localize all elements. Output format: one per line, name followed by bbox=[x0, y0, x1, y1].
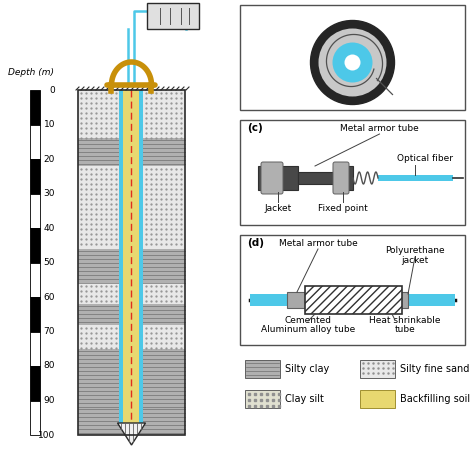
Bar bbox=[30, 297, 40, 331]
Bar bbox=[78, 166, 185, 249]
Text: Metal armor tube: Metal armor tube bbox=[279, 239, 357, 248]
Text: Cemented: Cemented bbox=[284, 316, 331, 325]
Bar bbox=[78, 90, 185, 435]
Text: 20: 20 bbox=[44, 155, 55, 164]
Bar bbox=[298, 172, 333, 184]
Bar bbox=[139, 90, 144, 423]
Text: tube: tube bbox=[395, 325, 415, 334]
Text: 0: 0 bbox=[49, 85, 55, 94]
Text: Optical fiber: Optical fiber bbox=[398, 154, 454, 163]
Text: 80: 80 bbox=[44, 362, 55, 371]
Bar bbox=[30, 125, 40, 159]
Text: Jacket: Jacket bbox=[264, 204, 292, 213]
Text: Polyurethane
jacket: Polyurethane jacket bbox=[385, 246, 445, 265]
Bar bbox=[245, 390, 280, 408]
Bar bbox=[240, 235, 465, 345]
Bar bbox=[240, 120, 465, 225]
Text: 70: 70 bbox=[44, 327, 55, 336]
Text: (d): (d) bbox=[247, 238, 264, 248]
Bar bbox=[287, 292, 307, 308]
Text: 10: 10 bbox=[44, 120, 55, 129]
Bar bbox=[124, 90, 139, 423]
Bar bbox=[360, 390, 395, 408]
Circle shape bbox=[319, 28, 386, 97]
FancyBboxPatch shape bbox=[333, 162, 349, 194]
Bar bbox=[378, 175, 453, 181]
Text: Depth (m): Depth (m) bbox=[8, 67, 54, 76]
Text: 40: 40 bbox=[44, 224, 55, 233]
Text: 60: 60 bbox=[44, 292, 55, 301]
Circle shape bbox=[332, 43, 373, 82]
Bar bbox=[78, 138, 185, 166]
Text: Metal armor tube: Metal armor tube bbox=[340, 124, 419, 133]
Bar bbox=[30, 263, 40, 297]
Text: Backfilling soil: Backfilling soil bbox=[400, 394, 470, 404]
Text: Aluminum alloy tube: Aluminum alloy tube bbox=[261, 325, 355, 334]
Bar bbox=[78, 325, 185, 349]
Bar bbox=[245, 360, 280, 378]
Text: Heat shrinkable: Heat shrinkable bbox=[369, 316, 441, 325]
FancyBboxPatch shape bbox=[261, 162, 283, 194]
Bar bbox=[250, 294, 302, 306]
Bar bbox=[30, 331, 40, 366]
Bar bbox=[30, 366, 40, 401]
Bar bbox=[30, 90, 40, 125]
Bar bbox=[258, 166, 298, 190]
Polygon shape bbox=[118, 423, 146, 445]
Bar bbox=[78, 90, 185, 138]
Bar bbox=[78, 249, 185, 283]
Text: (c): (c) bbox=[247, 123, 263, 133]
Bar bbox=[240, 5, 465, 110]
Bar bbox=[78, 283, 185, 304]
Text: Silty fine sand: Silty fine sand bbox=[400, 364, 469, 374]
Text: Fixed point: Fixed point bbox=[318, 204, 368, 213]
Bar bbox=[30, 228, 40, 263]
Bar bbox=[147, 3, 199, 29]
Bar bbox=[398, 294, 455, 306]
Circle shape bbox=[345, 55, 361, 71]
Text: 50: 50 bbox=[44, 258, 55, 267]
Bar bbox=[78, 407, 185, 435]
Bar bbox=[30, 401, 40, 435]
Circle shape bbox=[310, 20, 394, 104]
Bar bbox=[30, 159, 40, 193]
Bar bbox=[30, 193, 40, 228]
Bar bbox=[360, 360, 395, 378]
Bar bbox=[119, 90, 124, 423]
Text: 30: 30 bbox=[44, 189, 55, 198]
Bar bbox=[333, 166, 353, 190]
Text: Clay silt: Clay silt bbox=[285, 394, 324, 404]
Text: 90: 90 bbox=[44, 396, 55, 405]
Text: Silty clay: Silty clay bbox=[285, 364, 329, 374]
Bar bbox=[388, 292, 408, 308]
Bar bbox=[78, 349, 185, 407]
Bar bbox=[78, 304, 185, 325]
Bar bbox=[305, 286, 402, 314]
Text: 100: 100 bbox=[38, 430, 55, 439]
